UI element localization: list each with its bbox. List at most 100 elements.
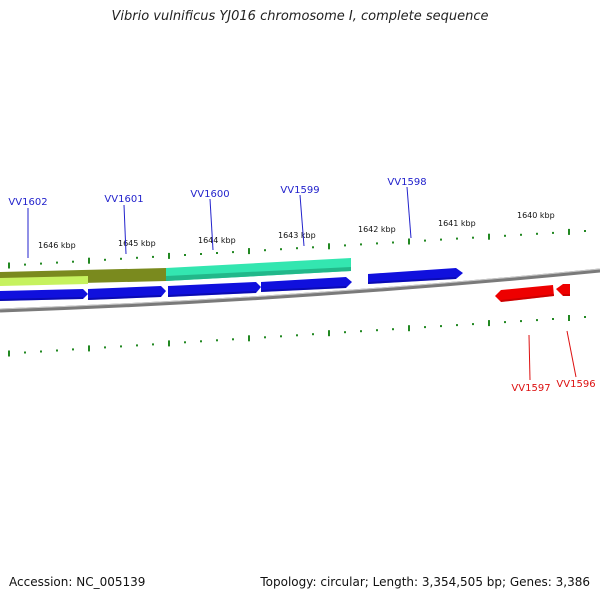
gene-arrow-vv1598[interactable] [368, 268, 463, 284]
gene-label-vv1599[interactable]: VV1599 [280, 185, 319, 196]
scale-tick [472, 323, 474, 326]
scale-tick [168, 340, 170, 347]
scale-tick [488, 233, 490, 240]
scale-tick [264, 336, 266, 339]
gene-arrow-vv1600[interactable] [168, 282, 261, 297]
scale-tick [232, 338, 234, 341]
gene-arrows-forward [0, 268, 463, 301]
gene-label-vv1600[interactable]: VV1600 [190, 189, 229, 200]
scale-tick [328, 243, 330, 250]
ticks-forward [8, 228, 586, 269]
feature-region-lightgreen [0, 276, 88, 286]
scale-tick [504, 234, 506, 237]
scale-tick [40, 262, 42, 265]
scale-tick [200, 340, 202, 343]
scale-tick [152, 343, 154, 346]
scale-tick [520, 320, 522, 323]
scale-tick [8, 350, 10, 357]
scale-tick [392, 241, 394, 244]
gene-label-vv1597[interactable]: VV1597 [511, 383, 550, 394]
scale-tick [440, 325, 442, 328]
scale-tick [152, 255, 154, 258]
scale-tick [312, 246, 314, 249]
scale-tick [504, 321, 506, 324]
chromosome-backbone-highlight [0, 268, 600, 310]
scale-tick [216, 339, 218, 342]
scale-tick [88, 257, 90, 264]
kbp-label: 1642 kbp [358, 225, 396, 234]
scale-tick [392, 328, 394, 331]
gene-arrow-vv1602[interactable] [0, 289, 88, 301]
scale-tick [168, 252, 170, 259]
scale-tick [328, 330, 330, 337]
forward-gene-labels: VV1602 VV1601 VV1600 VV1599 VV1598 [8, 177, 426, 208]
scale-tick [408, 238, 410, 245]
scale-tick [520, 233, 522, 236]
gene-label-vv1601[interactable]: VV1601 [104, 194, 143, 205]
scale-tick [568, 315, 570, 321]
scale-tick [440, 238, 442, 241]
scale-tick [24, 263, 26, 266]
scale-tick [344, 331, 346, 334]
scale-tick [536, 232, 538, 235]
scale-tick [104, 346, 106, 349]
scale-tick [88, 345, 90, 352]
scale-tick [344, 244, 346, 247]
scale-tick [120, 257, 122, 260]
kbp-labels: 1646 kbp 1645 kbp 1644 kbp 1643 kbp 1642… [38, 211, 555, 250]
gene-label-vv1596[interactable]: VV1596 [556, 379, 595, 390]
forward-label-leaders [27, 186, 412, 258]
gene-label-vv1602[interactable]: VV1602 [8, 197, 47, 208]
scale-tick [184, 254, 186, 256]
gene-arrow-vv1599[interactable] [261, 277, 352, 292]
scale-tick [456, 324, 458, 327]
topology-summary: Topology: circular; Length: 3,354,505 bp… [260, 575, 590, 589]
kbp-label: 1645 kbp [118, 239, 156, 248]
scale-tick [584, 230, 586, 232]
chromosome-backbone [0, 268, 600, 313]
scale-tick [552, 318, 554, 320]
scale-tick [104, 258, 106, 261]
scale-tick [536, 319, 538, 322]
kbp-label: 1640 kbp [517, 211, 555, 220]
scale-tick [40, 350, 42, 353]
scale-tick [376, 329, 378, 332]
scale-tick [280, 248, 282, 251]
scale-tick [248, 248, 250, 255]
scale-tick [184, 341, 186, 344]
scale-tick [296, 334, 298, 337]
scale-tick [488, 320, 490, 327]
scale-tick [232, 251, 234, 254]
kbp-label: 1646 kbp [38, 241, 76, 250]
scale-tick [568, 228, 570, 235]
scale-tick [56, 349, 58, 352]
feature-region-teal-shade [166, 267, 351, 281]
gene-arrow-vv1596[interactable] [556, 284, 570, 296]
scale-tick [72, 348, 74, 351]
gene-arrow-vv1601[interactable] [88, 286, 166, 300]
scale-tick [8, 262, 10, 269]
scale-tick [552, 231, 554, 234]
gene-arrow-vv1597[interactable] [495, 285, 554, 302]
reverse-label-leaders [528, 330, 577, 381]
scale-tick [136, 256, 138, 259]
gene-arrow-shadows [0, 277, 456, 301]
scale-tick [312, 333, 314, 336]
gene-arrows-reverse [495, 284, 570, 302]
scale-tick [264, 249, 266, 252]
reverse-arrow-shadows [501, 294, 570, 302]
scale-tick [584, 316, 586, 318]
scale-tick [200, 253, 202, 255]
accession-text: Accession: NC_005139 [9, 575, 146, 589]
kbp-label: 1643 kbp [278, 231, 316, 240]
reverse-gene-labels: VV1597 VV1596 [511, 379, 595, 394]
ticks-reverse [8, 315, 586, 357]
scale-tick [424, 239, 426, 242]
scale-tick [472, 236, 474, 239]
scale-tick [120, 345, 122, 348]
kbp-label: 1644 kbp [198, 236, 236, 245]
scale-tick [72, 260, 74, 263]
gene-label-vv1598[interactable]: VV1598 [387, 177, 426, 188]
scale-tick [456, 237, 458, 240]
